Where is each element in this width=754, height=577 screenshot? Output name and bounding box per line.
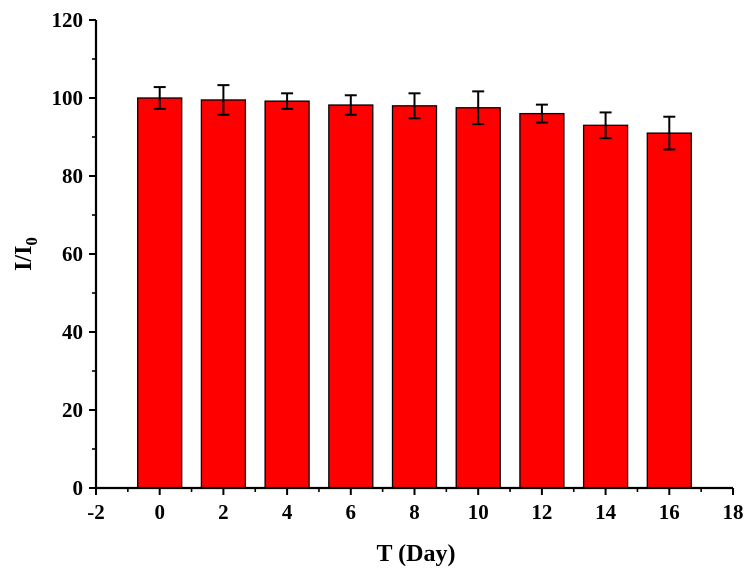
bar-day-16 [646, 132, 692, 489]
x-tick-label: 14 [595, 500, 617, 524]
y-tick-label: 80 [62, 164, 83, 188]
error-bar-day-10 [472, 90, 485, 126]
error-bars-layer [153, 84, 676, 151]
y-tick-label: 120 [52, 8, 84, 32]
x-tick-label: 2 [218, 500, 229, 524]
y-tick-label: 40 [62, 320, 83, 344]
x-tick-label: 4 [282, 500, 293, 524]
bar-day-4 [264, 100, 310, 489]
bar-day-0 [137, 97, 183, 489]
x-tick-label: 6 [346, 500, 357, 524]
error-bar-day-16 [663, 115, 676, 151]
error-bar-day-6 [344, 94, 357, 116]
error-bar-day-8 [408, 92, 421, 120]
y-tick-label: 100 [52, 86, 84, 110]
error-bar-day-12 [535, 103, 548, 124]
bars-layer [137, 97, 692, 489]
x-tick-label: 8 [409, 500, 420, 524]
y-tick-label: 20 [62, 398, 83, 422]
y-axis-label-main: I/I [11, 246, 37, 271]
x-axis-label: T (Day) [377, 541, 456, 567]
x-tick-label: 0 [154, 500, 165, 524]
x-tick-label: 18 [723, 500, 744, 524]
bar-day-2 [200, 99, 247, 489]
error-bar-day-0 [153, 86, 166, 110]
y-axis-label: I/I0 [11, 237, 41, 271]
y-tick-label: 60 [62, 242, 83, 266]
x-tick-label: -2 [87, 500, 105, 524]
bar-day-12 [519, 112, 565, 489]
y-axis-label-subscript: 0 [22, 237, 41, 246]
bar-day-10 [455, 107, 501, 489]
axes-layer [89, 19, 734, 495]
error-bar-day-14 [599, 111, 612, 140]
y-tick-label: 0 [73, 476, 84, 500]
bar-day-14 [582, 124, 629, 489]
bar-day-6 [328, 104, 374, 489]
error-bar-day-2 [217, 84, 230, 116]
bar-day-8 [391, 105, 438, 489]
x-tick-label: 16 [659, 500, 680, 524]
x-tick-label: 12 [531, 500, 552, 524]
x-tick-label: 10 [468, 500, 489, 524]
error-bar-day-4 [281, 92, 294, 110]
